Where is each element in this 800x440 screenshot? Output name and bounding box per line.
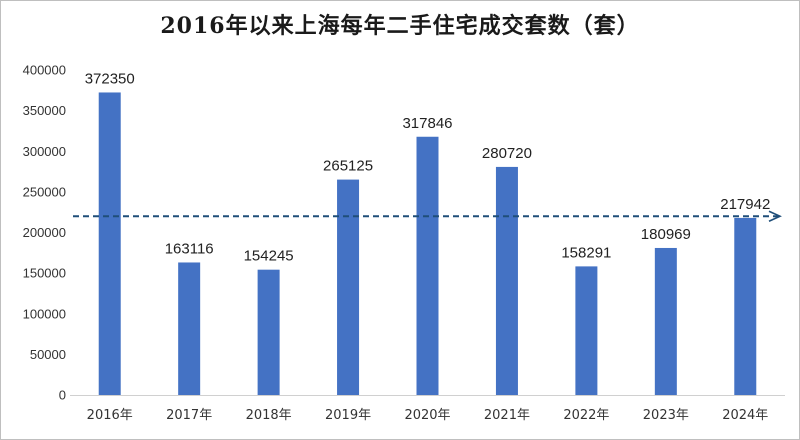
- bar: [98, 92, 121, 395]
- data-label: 280720: [482, 145, 532, 162]
- data-label: 317846: [402, 115, 452, 132]
- bars: [98, 92, 757, 395]
- x-axis: 2016年 2017年 2018年 2019年 2020年 2021年 2022年 2023年…: [70, 395, 785, 423]
- bar: [654, 247, 677, 395]
- x-tick-label: 2023年: [643, 408, 689, 423]
- y-tick-label: 300000: [23, 144, 66, 159]
- data-label: 158291: [561, 244, 611, 261]
- y-tick-label: 50000: [30, 347, 66, 362]
- x-tick-label: 2018年: [246, 408, 292, 423]
- bar: [734, 217, 757, 395]
- y-tick-label: 150000: [23, 266, 66, 281]
- bar: [178, 262, 201, 395]
- data-labels: 372350 163116 154245 265125 317846 280720 1582…: [85, 70, 771, 264]
- y-tick-label: 100000: [23, 306, 66, 321]
- y-tick-label: 0: [59, 388, 66, 403]
- bar: [495, 166, 518, 395]
- y-tick-label: 200000: [23, 225, 66, 240]
- x-tick-label: 2022年: [563, 408, 609, 423]
- data-label: 217942: [720, 196, 770, 213]
- data-label: 372350: [85, 70, 135, 87]
- chart-title: 2016年以来上海每年二手住宅成交套数（套）: [160, 13, 640, 39]
- y-axis: 0 50000 100000 150000 200000 250000 300000 3500…: [23, 63, 66, 403]
- x-tick-label: 2024年: [722, 408, 768, 423]
- y-tick-label: 400000: [23, 63, 66, 78]
- data-label: 180969: [641, 226, 691, 243]
- y-tick-label: 350000: [23, 103, 66, 118]
- y-tick-label: 250000: [23, 184, 66, 199]
- bar: [337, 179, 360, 395]
- x-tick-label: 2017年: [166, 408, 212, 423]
- bar: [575, 266, 598, 395]
- bar: [257, 269, 280, 395]
- data-label: 265125: [323, 158, 373, 175]
- data-label: 154245: [244, 248, 294, 265]
- data-label: 163116: [165, 240, 214, 257]
- x-tick-label: 2021年: [484, 408, 530, 423]
- x-tick-label: 2019年: [325, 408, 371, 423]
- bar: [416, 136, 439, 395]
- x-tick-label: 2016年: [87, 408, 133, 423]
- x-tick-label: 2020年: [404, 408, 450, 423]
